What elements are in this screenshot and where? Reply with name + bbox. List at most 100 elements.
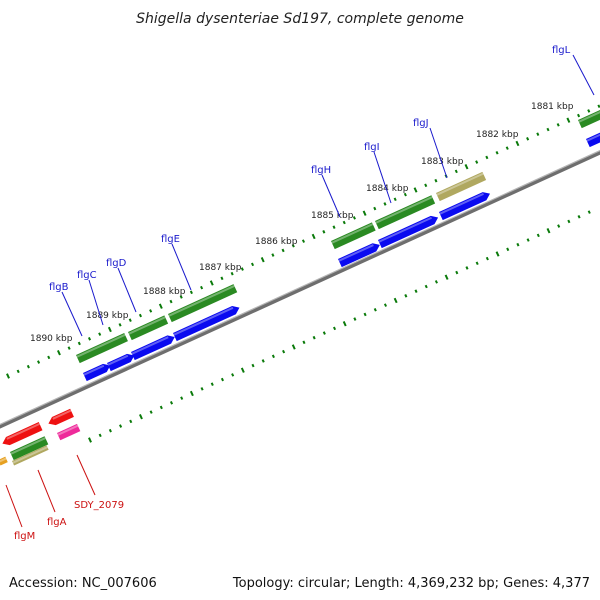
outer-tick [98, 332, 102, 336]
outer-tick [56, 350, 61, 356]
outer-tick [413, 187, 418, 193]
cds-blue-7-highlight [439, 192, 484, 215]
outer-tick [6, 373, 10, 379]
outer-tick [189, 290, 193, 295]
cds-flgE-green-highlight [168, 285, 235, 317]
inner-tick [129, 419, 133, 424]
genome-summary-text: Topology: circular; Length: 4,369,232 bp… [232, 576, 590, 591]
cds-blue-1 [83, 363, 111, 382]
feature-tracks [0, 109, 600, 466]
outer-tick [301, 239, 306, 243]
outer-tick [566, 117, 571, 123]
inner-tick [200, 387, 204, 391]
gene-label-SDY_2079[interactable]: SDY_2079 [74, 500, 124, 511]
outer-tick [118, 323, 122, 327]
inner-tick [240, 367, 245, 373]
cds-blue-8-highlight [586, 133, 600, 142]
inner-tick [536, 233, 540, 238]
outer-tick [546, 127, 550, 132]
inner-tick [282, 349, 286, 354]
cds-blue-5 [338, 243, 380, 268]
outer-tick [454, 169, 458, 174]
cds-flgM-orange-body [0, 456, 8, 466]
cds-SDY_2079-red [48, 408, 74, 426]
cds-blue-8 [586, 132, 600, 148]
gene-label-flgE[interactable]: flgE [161, 234, 180, 245]
gene-labels-bottom: SDY_2079 flgA flgM [5, 454, 124, 542]
cds-flgC [128, 315, 169, 341]
inner-tick [495, 251, 500, 257]
gene-label-flgM[interactable]: flgM [14, 531, 35, 542]
gene-label-flgA[interactable]: flgA [47, 517, 67, 528]
gene-label-flgL[interactable]: flgL [552, 45, 571, 56]
cds-SDY_2079-red-highlight [52, 409, 72, 420]
outer-tick [311, 233, 316, 240]
outer-tick [67, 346, 71, 350]
inner-tick [98, 433, 102, 438]
inner-tick [108, 428, 112, 433]
cds-flgL-green-body [578, 109, 600, 129]
tick-label-1886: 1886 kbp [255, 237, 298, 247]
tick-label-1887: 1887 kbp [199, 263, 242, 273]
inner-tick [567, 219, 571, 224]
cds-flgH-green [331, 222, 376, 250]
cds-flgM-orange-highlight [0, 457, 7, 463]
outer-tick [536, 132, 540, 136]
cds-flgA-green [10, 436, 49, 461]
gene-label-flgH[interactable]: flgH [311, 165, 331, 176]
outer-tick [26, 364, 30, 369]
outer-tick [352, 216, 356, 220]
tick-label-1881: 1881 kbp [531, 102, 574, 112]
cds-blue-2-highlight [107, 354, 129, 366]
inner-tick [475, 261, 479, 266]
tick-label-1889: 1889 kbp [86, 311, 129, 321]
genome-backbone [0, 149, 600, 429]
gene-label-flgC[interactable]: flgC [77, 270, 97, 281]
inner-tick [88, 437, 92, 443]
outer-tick [220, 276, 224, 281]
cds-blue-5-body [338, 243, 380, 268]
inner-tick [414, 289, 418, 293]
inner-tick [444, 274, 449, 280]
gene-label-flgB[interactable]: flgB [49, 282, 69, 293]
outer-tick [87, 337, 92, 341]
outer-tick [200, 285, 204, 290]
inner-tick [189, 390, 194, 397]
map-title: Shigella dysenteriae Sd197, complete gen… [136, 11, 464, 27]
outer-tick [271, 253, 275, 257]
outer-tick [505, 146, 509, 150]
tick-label-1888: 1888 kbp [143, 287, 186, 297]
outer-tick [169, 299, 173, 304]
tick-label-1885: 1885 kbp [311, 211, 354, 221]
outer-tick [16, 369, 20, 374]
inner-tick [332, 326, 337, 331]
cds-blue-5-highlight [338, 244, 374, 262]
cds-blue-7 [439, 192, 490, 221]
cds-blue-1-body [83, 363, 111, 382]
cds-blue-3-highlight [131, 336, 169, 355]
accession-text: Accession: NC_007606 [9, 576, 157, 591]
outer-tick [128, 318, 132, 322]
outer-tick [332, 225, 336, 229]
inner-tick [363, 312, 367, 317]
inner-tick [271, 354, 275, 359]
inner-tick [587, 210, 591, 214]
gene-label-flgI[interactable]: flgI [364, 142, 380, 153]
gene-label-flgJ[interactable]: flgJ [413, 118, 429, 129]
outer-tick [281, 248, 285, 253]
gene-label-flgD[interactable]: flgD [106, 258, 127, 269]
cds-blue-4-body [173, 306, 240, 342]
outer-tick [526, 137, 530, 141]
cds-flgM-red-body [2, 422, 43, 446]
cds-flgC-highlight [128, 316, 166, 335]
cds-blue-2 [107, 353, 135, 372]
inner-tick [546, 228, 551, 234]
cds-flgA-green-body [10, 436, 49, 461]
inner-tick [302, 340, 306, 345]
outer-tick [475, 160, 479, 164]
cds-flgI-green-body [375, 195, 436, 230]
inner-tick [404, 294, 408, 298]
cds-blue-6 [378, 215, 439, 249]
outer-tick [434, 178, 438, 183]
